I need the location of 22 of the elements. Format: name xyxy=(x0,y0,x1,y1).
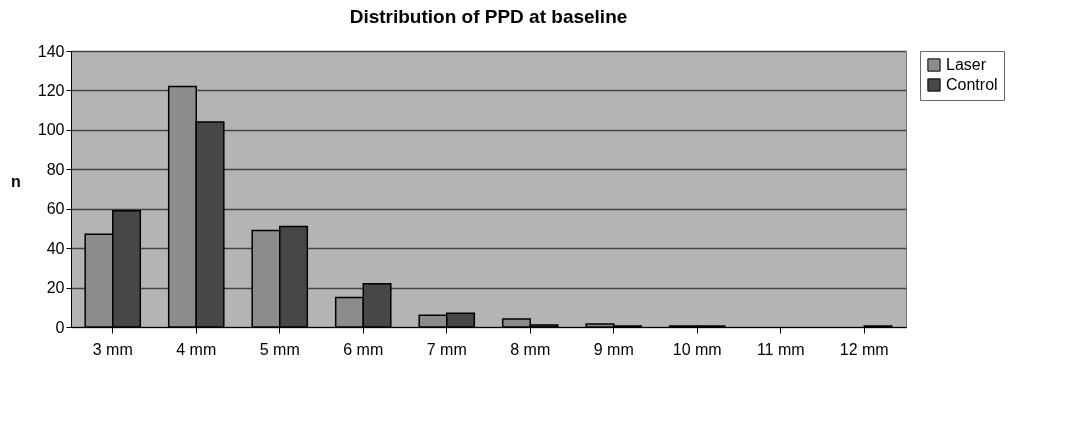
x-tick-label: 10 mm xyxy=(672,340,722,358)
x-tick-label: 11 mm xyxy=(756,340,805,358)
x-tick-label: 7 mm xyxy=(426,340,467,358)
legend-label: Laser xyxy=(946,56,987,73)
y-tick-label: 40 xyxy=(46,239,65,257)
y-tick-label: 140 xyxy=(37,42,65,60)
y-tick-label: 0 xyxy=(55,318,65,336)
x-tick-label: 5 mm xyxy=(259,340,300,358)
y-tick-label: 120 xyxy=(37,81,65,99)
y-tick-label: 20 xyxy=(46,279,65,297)
x-tick-label: 4 mm xyxy=(176,340,217,358)
x-tick-label: 3 mm xyxy=(92,340,133,358)
x-tick-label: 12 mm xyxy=(839,340,889,358)
chart-title: Distribution of PPD at baseline xyxy=(349,6,628,27)
x-tick-label: 6 mm xyxy=(343,340,384,358)
legend-label: Control xyxy=(946,76,998,93)
y-tick-label: 80 xyxy=(46,160,65,178)
y-tick-label: 60 xyxy=(46,200,65,218)
y-tick-label: 100 xyxy=(37,121,65,139)
y-axis-title: n xyxy=(10,172,21,190)
x-tick-label: 9 mm xyxy=(593,340,634,358)
x-tick-label: 8 mm xyxy=(510,340,551,358)
